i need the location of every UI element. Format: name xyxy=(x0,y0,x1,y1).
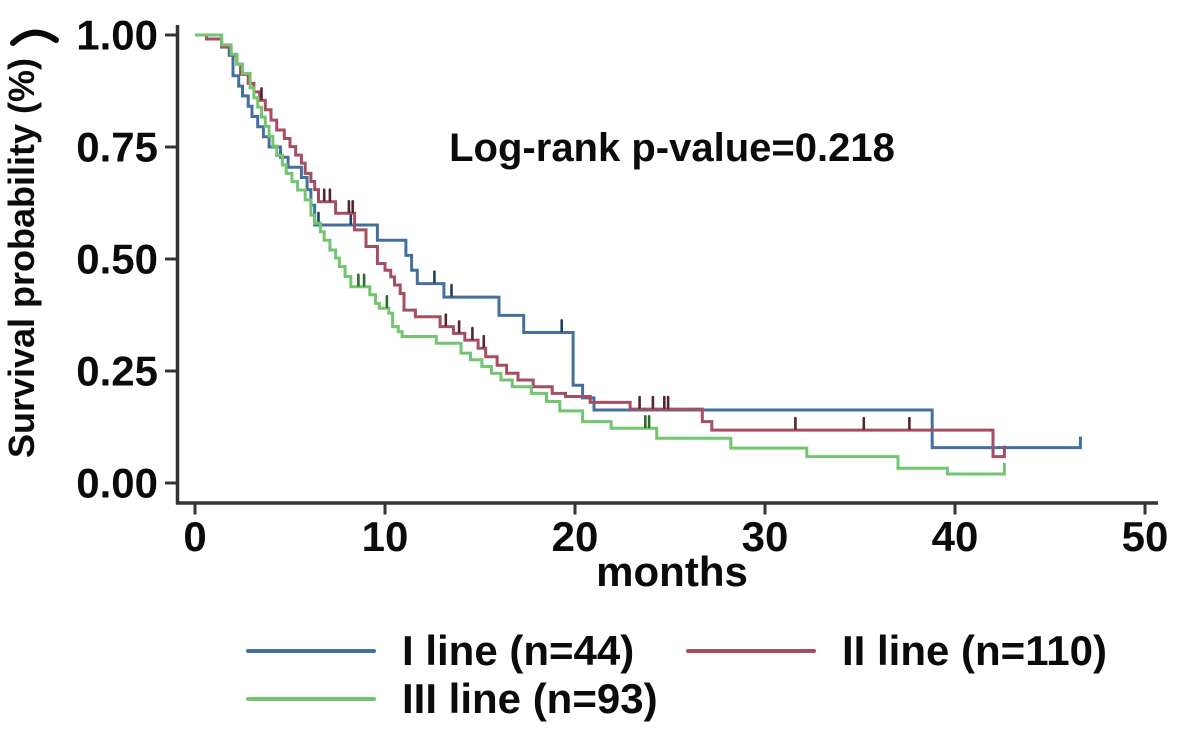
x-tick-label: 20 xyxy=(552,513,599,560)
cropped-artifact-arc xyxy=(10,29,59,46)
y-tick-label: 0.75 xyxy=(76,124,158,171)
x-tick-label: 40 xyxy=(932,513,979,560)
series-curve-3 xyxy=(195,33,1006,476)
x-axis-title: months xyxy=(596,548,748,595)
series-layer xyxy=(195,33,1082,476)
x-tick-label: 50 xyxy=(1122,513,1169,560)
x-tick-label: 0 xyxy=(183,513,206,560)
x-tick-label: 10 xyxy=(362,513,409,560)
series-curve-2 xyxy=(195,33,1006,459)
y-tick-label: 0.25 xyxy=(76,348,158,395)
y-tick-label: 0.00 xyxy=(76,460,158,507)
series-curve-1 xyxy=(195,33,1082,450)
y-tick-label: 0.50 xyxy=(76,236,158,283)
x-tick-label: 30 xyxy=(742,513,789,560)
axes-layer: 1.00 0.75 0.50 0.25 0.00 0 10 20 30 40 50 xyxy=(76,12,1168,561)
y-axis-title: Survival probability (%) xyxy=(1,58,42,458)
y-tick-label: 1.00 xyxy=(76,12,158,59)
logrank-pvalue-annotation: Log-rank p-value=0.218 xyxy=(449,126,895,170)
